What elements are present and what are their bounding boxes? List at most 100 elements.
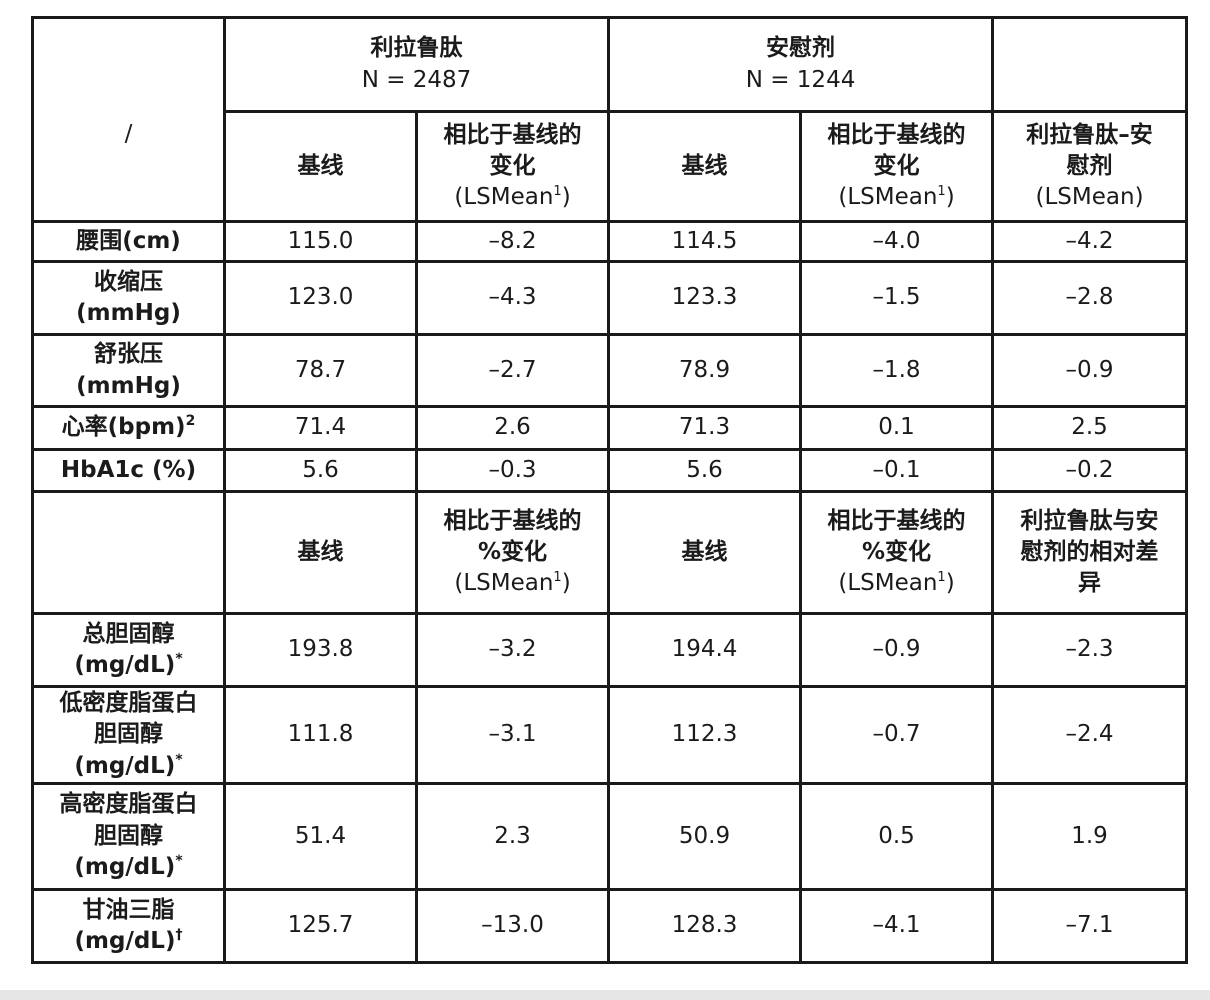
- value-cell: 0.5: [799, 781, 995, 891]
- lsmean-close: ): [561, 184, 571, 211]
- value-cell: 125.7: [223, 887, 418, 964]
- corner-mark: /: [124, 121, 133, 147]
- header-text: 慰剂: [1066, 152, 1113, 179]
- value-cell: 115.0: [223, 220, 418, 263]
- row-label-text: (mg/dL): [74, 752, 176, 779]
- header-text: 变化: [489, 152, 536, 179]
- change-header: 相比于基线的 变化 (LSMean1): [799, 110, 995, 223]
- baseline-header: 基线: [223, 110, 418, 223]
- row-label: 甘油三脂 (mg/dL)†: [31, 887, 226, 964]
- lsmean-text: (LSMean: [454, 184, 554, 211]
- value-cell: 128.3: [607, 887, 803, 964]
- value-cell: 111.8: [223, 685, 418, 785]
- footnote-mark: 1: [553, 184, 562, 200]
- row-label-line: 收缩压: [38, 267, 219, 298]
- corner-cell: /: [31, 16, 226, 223]
- row-label: 低密度脂蛋白 胆固醇 (mg/dL)*: [31, 685, 226, 785]
- header-text: %变化: [862, 538, 932, 565]
- value-cell: –7.1: [991, 887, 1189, 964]
- row-label-line: 高密度脂蛋白: [38, 789, 219, 820]
- value-cell: 2.6: [414, 405, 611, 451]
- row-label: 收缩压 (mmHg): [31, 260, 226, 336]
- value-cell: 193.8: [223, 612, 418, 688]
- value-cell: –4.0: [799, 220, 995, 263]
- footnote-mark: 1: [937, 184, 946, 200]
- group-header-liraglutide: 利拉鲁肽 N = 2487: [222, 16, 611, 113]
- row-label-line: 胆固醇: [38, 719, 219, 750]
- value-cell: –2.8: [991, 260, 1189, 336]
- value-cell: –1.8: [799, 333, 995, 408]
- row-label: 心率(bpm)2: [31, 405, 226, 451]
- table-row: 舒张压 (mmHg) 78.7 –2.7 78.9 –1.8 –0.9: [31, 333, 1189, 408]
- value-cell: 123.3: [607, 260, 803, 336]
- row-label-line: (mg/dL)†: [38, 926, 219, 957]
- value-cell: –4.2: [991, 220, 1189, 263]
- lsmean-close: ): [945, 570, 955, 597]
- header-text: 相比于基线的: [827, 507, 966, 534]
- header-text: 相比于基线的: [827, 121, 966, 148]
- row-label-line: (mg/dL)*: [38, 751, 219, 781]
- header-text: 异: [1078, 570, 1102, 597]
- value-cell: –0.9: [991, 333, 1189, 408]
- row-label-text: (mmHg): [76, 372, 181, 399]
- row-label-line: 舒张压: [38, 339, 219, 370]
- lsmean-text: (LSMean: [454, 570, 554, 597]
- value-cell: –2.4: [991, 685, 1189, 785]
- row-label-text: 胆固醇: [94, 721, 163, 748]
- table-row: 腰围(cm) 115.0 –8.2 114.5 –4.0 –4.2: [31, 220, 1189, 263]
- row-label-text: 高密度脂蛋白: [59, 791, 198, 818]
- footnote-mark: 2: [185, 413, 196, 430]
- column-header-row-1: 基线 相比于基线的 变化 (LSMean1) 基线 相比于基线的 变化 (LSM…: [33, 110, 1189, 223]
- row-label: 高密度脂蛋白 胆固醇 (mg/dL)*: [31, 781, 226, 891]
- row-label-line: 腰围(cm): [38, 226, 219, 257]
- baseline-header: 基线: [607, 110, 803, 223]
- column-header-row-2: 基线 相比于基线的 %变化 (LSMean1) 基线 相比于基线的 %变化 (LSMean1)…: [31, 490, 1189, 615]
- header-text: 慰剂的相对差: [1020, 538, 1159, 565]
- header-text: 基线: [681, 152, 728, 179]
- row-label-text: (mg/dL): [74, 652, 176, 678]
- header-text: 变化: [873, 152, 920, 179]
- value-cell: 114.5: [607, 220, 803, 263]
- value-cell: –8.2: [414, 220, 611, 263]
- header-text: %变化: [477, 538, 548, 565]
- row-label-line: (mg/dL)*: [38, 650, 219, 681]
- row-label-text: 甘油三脂: [82, 896, 175, 923]
- row-label-line: 甘油三脂: [38, 895, 219, 926]
- value-cell: –4.3: [414, 260, 611, 336]
- value-cell: –13.0: [414, 887, 611, 964]
- row-label-text: (mg/dL): [74, 927, 176, 954]
- value-cell: 71.3: [607, 405, 803, 451]
- row-label-text: 心率(bpm): [61, 414, 186, 441]
- group-name: 安慰剂: [766, 35, 836, 62]
- row-label-text: 总胆固醇: [82, 620, 175, 647]
- row-label-text: 舒张压: [94, 341, 163, 368]
- group-name: 利拉鲁肽: [370, 35, 463, 62]
- row-label-text: 收缩压: [94, 268, 163, 295]
- footnote-mark: 1: [937, 570, 946, 586]
- difference-header: 利拉鲁肽–安 慰剂 (LSMean): [991, 110, 1189, 223]
- value-cell: 5.6: [223, 448, 418, 493]
- results-table: / 利拉鲁肽 N = 2487 安慰剂 N = 1244 基线 相比于基线的 变…: [31, 16, 1189, 964]
- lsmean-line: (LSMean1): [422, 182, 603, 213]
- row-label-line: 总胆固醇: [38, 619, 219, 650]
- value-cell: –3.1: [414, 685, 611, 785]
- value-cell: 51.4: [223, 781, 418, 891]
- group-header-row: / 利拉鲁肽 N = 2487 安慰剂 N = 1244: [31, 16, 1189, 223]
- pct-change-header: 相比于基线的 %变化 (LSMean1): [414, 490, 611, 615]
- blank-label-cell: [31, 490, 226, 615]
- value-cell: –0.9: [799, 612, 995, 688]
- row-label-line: 低密度脂蛋白: [38, 689, 219, 719]
- group-n: N = 2487: [361, 66, 472, 93]
- table-row: 总胆固醇 (mg/dL)* 193.8 –3.2 194.4 –0.9 –2.3: [31, 612, 1189, 688]
- value-cell: –0.1: [799, 448, 995, 493]
- lsmean-close: ): [561, 570, 571, 597]
- value-cell: –2.7: [414, 333, 611, 408]
- header-text: (LSMean): [1035, 184, 1144, 211]
- row-label: HbA1c (%): [31, 448, 226, 493]
- row-label-line: (mg/dL)*: [38, 852, 219, 883]
- row-label-line: HbA1c (%): [38, 455, 219, 486]
- footnote-mark: *: [175, 751, 183, 768]
- table-row: 高密度脂蛋白 胆固醇 (mg/dL)* 51.4 2.3 50.9 0.5 1.9: [31, 781, 1189, 891]
- lsmean-line: (LSMean1): [806, 182, 987, 213]
- value-cell: –4.1: [799, 887, 995, 964]
